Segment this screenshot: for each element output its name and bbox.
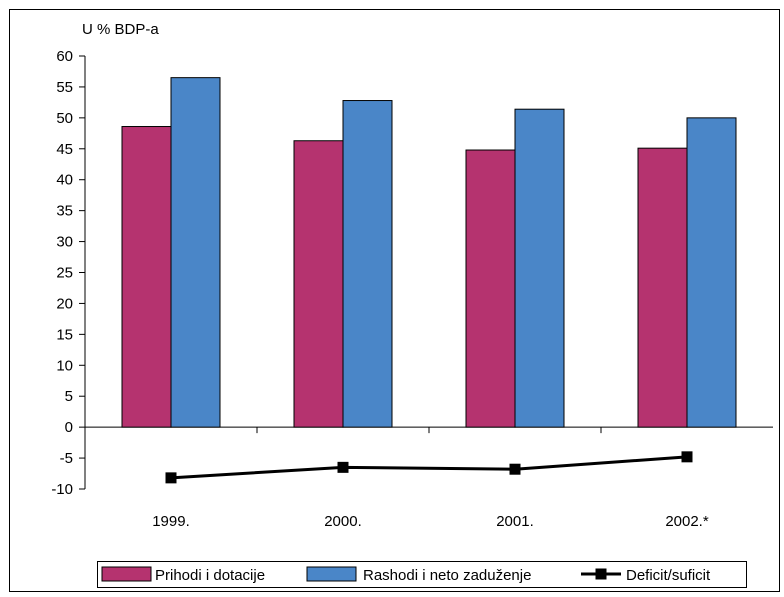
legend-label-prihodi-i-dotacije: Prihodi i dotacije	[155, 567, 265, 584]
deficit-point-0	[165, 472, 177, 484]
legend-label-rashodi-i-neto-zadu-enje: Rashodi i neto zaduženje	[363, 567, 531, 584]
legend-label-deficit-suficit: Deficit/suficit	[626, 567, 711, 584]
bar-rashodi-i-neto-zadu-enje-1	[342, 100, 393, 428]
y-tick-label: -5	[60, 450, 73, 467]
y-tick-label: 60	[56, 48, 73, 65]
bar-prihodi-i-dotacije-0	[121, 126, 172, 428]
legend: Prihodi i dotacije Rashodi i neto zadužen…	[97, 561, 747, 588]
x-tick-labels: 1999. 2000. 2001. 2002.*	[152, 513, 709, 530]
y-tick-label: 20	[56, 295, 73, 312]
legend-box	[97, 561, 747, 588]
bars	[121, 77, 737, 428]
y-tick-label: 15	[56, 326, 73, 343]
y-tick-label: 30	[56, 234, 73, 251]
x-tick-label: 1999.	[152, 513, 190, 530]
legend-marker-deficit-suficit	[595, 568, 607, 580]
x-tick-label: 2000.	[324, 513, 362, 530]
bar-prihodi-i-dotacije-2	[465, 149, 516, 428]
bar-prihodi-i-dotacije-3	[637, 147, 688, 428]
deficit-point-1	[337, 461, 349, 473]
y-tick-label: 10	[56, 357, 73, 374]
y-tick-label: 35	[56, 203, 73, 220]
y-tick-label: 55	[56, 79, 73, 96]
bar-rashodi-i-neto-zadu-enje-3	[686, 117, 737, 428]
deficit-point-3	[681, 451, 693, 463]
deficit-point-2	[509, 463, 521, 475]
x-tick-label: 2001.	[496, 513, 534, 530]
bar-rashodi-i-neto-zadu-enje-0	[170, 77, 221, 428]
y-tick-label: 50	[56, 110, 73, 127]
y-tick-label: 40	[56, 172, 73, 189]
y-tick-label: 45	[56, 141, 73, 158]
x-tick-label: 2002.*	[665, 513, 709, 530]
y-tick-label: 0	[65, 419, 73, 436]
legend-swatch-prihodi-i-dotacije	[101, 566, 152, 582]
y-tick-label: 25	[56, 265, 73, 282]
y-tick-label: -10	[51, 481, 73, 498]
bar-rashodi-i-neto-zadu-enje-2	[514, 108, 565, 428]
deficit-series-line	[170, 455, 688, 480]
bar-prihodi-i-dotacije-1	[293, 140, 344, 428]
y-tick-label: 5	[65, 388, 73, 405]
deficit-line	[165, 451, 693, 484]
legend-swatch-rashodi-i-neto-zadu-enje	[306, 566, 357, 582]
unit-label: U % BDP-a	[82, 21, 159, 38]
